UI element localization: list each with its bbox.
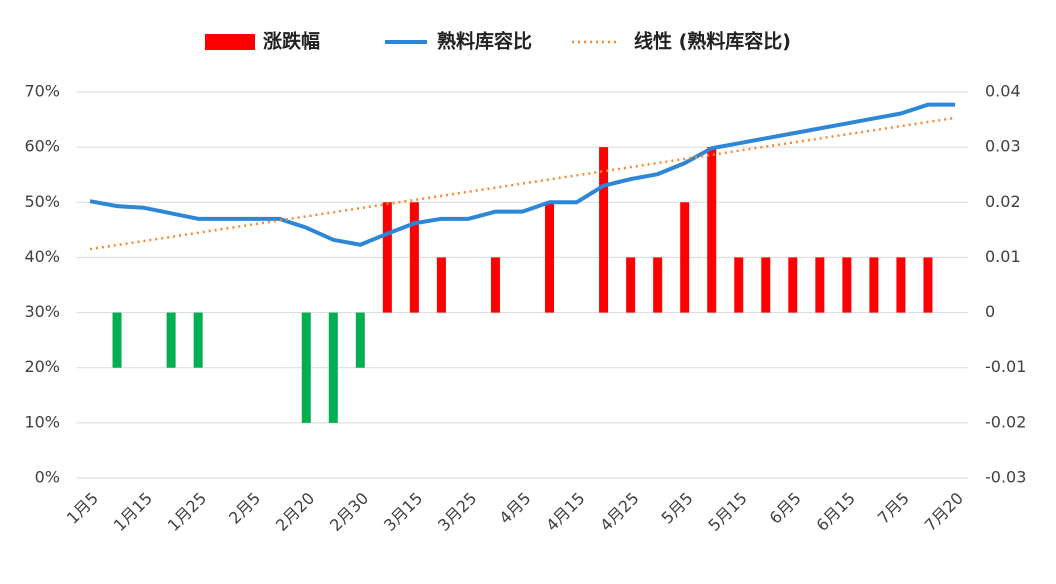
bar xyxy=(788,257,798,313)
bar xyxy=(923,257,933,313)
y-tick-label: 0% xyxy=(35,468,60,487)
x-tick-label: 1月5 xyxy=(63,489,102,528)
trend-line xyxy=(89,116,956,251)
x-tick-label: 7月5 xyxy=(874,489,913,528)
bar xyxy=(707,147,717,313)
y-tick-label: 30% xyxy=(24,302,60,321)
bar xyxy=(328,312,338,423)
legend-swatch xyxy=(205,34,255,50)
x-tick-label: 1月25 xyxy=(164,489,210,535)
y-tick-label: 60% xyxy=(24,137,60,156)
bar xyxy=(761,257,771,313)
bar xyxy=(409,202,419,313)
bar xyxy=(436,257,446,313)
x-tick-label: 2月30 xyxy=(326,489,372,535)
x-tick-label: 3月15 xyxy=(380,489,426,535)
legend-label: 熟料库容比 xyxy=(437,30,532,53)
y2-tick-label: 0.02 xyxy=(985,192,1021,211)
x-tick-label: 5月5 xyxy=(658,489,697,528)
legend-label: 涨跌幅 xyxy=(263,30,320,53)
bar xyxy=(599,147,609,313)
bar xyxy=(382,202,392,313)
x-tick-label: 2月20 xyxy=(272,489,318,535)
bar xyxy=(626,257,636,313)
bar xyxy=(301,312,311,423)
y2-tick-label: 0 xyxy=(985,302,995,321)
y2-tick-label: -0.03 xyxy=(985,468,1026,487)
bar xyxy=(842,257,852,313)
y-tick-label: 50% xyxy=(24,192,60,211)
bar xyxy=(355,312,365,368)
x-tick-label: 3月25 xyxy=(434,489,480,535)
bar xyxy=(112,312,122,368)
x-tick-label: 6月5 xyxy=(766,489,805,528)
x-tick-label: 4月15 xyxy=(542,489,588,535)
y2-tick-label: 0.03 xyxy=(985,137,1021,156)
bar xyxy=(680,202,690,313)
x-tick-label: 2月5 xyxy=(225,489,264,528)
line xyxy=(89,102,955,247)
x-tick-label: 6月15 xyxy=(813,489,859,535)
legend-label: 线性 (熟料库容比) xyxy=(634,30,791,53)
bar xyxy=(193,312,203,368)
x-tick-label: 7月20 xyxy=(921,489,967,535)
bar xyxy=(490,257,500,313)
y-tick-label: 40% xyxy=(24,247,60,266)
y2-tick-label: -0.01 xyxy=(985,357,1026,376)
bar xyxy=(166,312,176,368)
x-tick-label: 4月25 xyxy=(596,489,642,535)
y-tick-label: 70% xyxy=(24,82,60,101)
bar xyxy=(815,257,825,313)
x-tick-label: 4月5 xyxy=(495,489,534,528)
x-tick-label: 1月15 xyxy=(110,489,156,535)
y-tick-label: 20% xyxy=(24,357,60,376)
bar xyxy=(545,202,555,313)
bar xyxy=(869,257,879,313)
y2-tick-label: 0.04 xyxy=(985,82,1021,101)
bar xyxy=(734,257,744,313)
x-tick-label: 5月15 xyxy=(704,489,750,535)
bar xyxy=(896,257,906,313)
bar xyxy=(653,257,663,313)
y-tick-label: 10% xyxy=(24,412,60,431)
y2-tick-label: 0.01 xyxy=(985,247,1021,266)
y2-tick-label: -0.02 xyxy=(985,412,1026,431)
